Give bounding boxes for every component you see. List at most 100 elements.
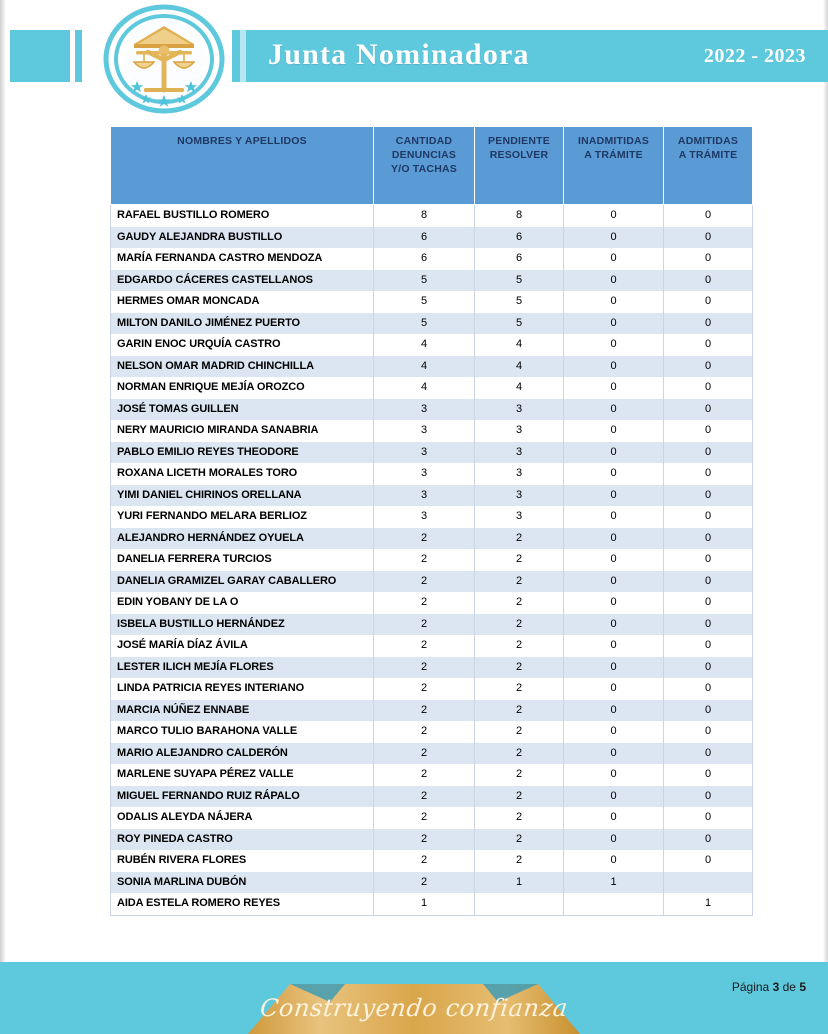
column-header-cantidad-denuncias[interactable]: CANTIDAD DENUNCIAS Y/O TACHAS xyxy=(373,126,475,205)
cell-nombre: MILTON DANILO JIMÉNEZ PUERTO xyxy=(110,312,374,334)
table-row[interactable]: DANELIA FERRERA TURCIOS 2 2 0 0 xyxy=(110,549,753,571)
cell-inadmitidas-tramite: 0 xyxy=(563,678,664,700)
table-row[interactable]: MARIO ALEJANDRO CALDERÓN 2 2 0 0 xyxy=(110,742,753,764)
table-row[interactable]: AIDA ESTELA ROMERO REYES 1 1 xyxy=(110,893,753,916)
table-row[interactable]: MILTON DANILO JIMÉNEZ PUERTO 5 5 0 0 xyxy=(110,312,753,334)
table-row[interactable]: MARÍA FERNANDA CASTRO MENDOZA 6 6 0 0 xyxy=(110,248,753,270)
cell-nombre: ROXANA LICETH MORALES TORO xyxy=(110,463,374,485)
column-header-nombres[interactable]: NOMBRES Y APELLIDOS xyxy=(110,126,374,205)
column-header-admitidas-line2: A TRÁMITE xyxy=(678,149,738,162)
table-row[interactable]: YIMI DANIEL CHIRINOS ORELLANA 3 3 0 0 xyxy=(110,484,753,506)
cell-pendiente-resolver: 2 xyxy=(474,785,564,807)
cell-nombre: NELSON OMAR MADRID CHINCHILLA xyxy=(110,355,374,377)
cell-nombre: LESTER ILICH MEJÍA FLORES xyxy=(110,656,374,678)
table-row[interactable]: HERMES OMAR MONCADA 5 5 0 0 xyxy=(110,291,753,313)
cell-admitidas-tramite: 0 xyxy=(663,441,753,463)
column-header-admitidas[interactable]: ADMITIDAS A TRÁMITE xyxy=(663,126,753,205)
cell-inadmitidas-tramite: 0 xyxy=(563,721,664,743)
column-header-admitidas-line1: ADMITIDAS xyxy=(677,135,739,147)
page-prefix-label: Página xyxy=(731,980,770,994)
table-row[interactable]: NERY MAURICIO MIRANDA SANABRIA 3 3 0 0 xyxy=(110,420,753,442)
cell-nombre: MARÍA FERNANDA CASTRO MENDOZA xyxy=(110,248,374,270)
cell-cantidad-denuncias: 2 xyxy=(373,527,475,549)
cell-nombre: JOSÉ TOMAS GUILLEN xyxy=(110,398,374,420)
table-row[interactable]: ROY PINEDA CASTRO 2 2 0 0 xyxy=(110,828,753,850)
cell-cantidad-denuncias: 1 xyxy=(373,893,475,916)
cell-cantidad-denuncias: 4 xyxy=(373,355,475,377)
table-row[interactable]: RUBÉN RIVERA FLORES 2 2 0 0 xyxy=(110,850,753,872)
column-header-inadmitidas[interactable]: INADMITIDAS A TRÁMITE xyxy=(563,126,664,205)
cell-nombre: YIMI DANIEL CHIRINOS ORELLANA xyxy=(110,484,374,506)
table-row[interactable]: PABLO EMILIO REYES THEODORE 3 3 0 0 xyxy=(110,441,753,463)
table-row[interactable]: MARCIA NÚÑEZ ENNABE 2 2 0 0 xyxy=(110,699,753,721)
cell-admitidas-tramite: 0 xyxy=(663,785,753,807)
table-row[interactable]: NELSON OMAR MADRID CHINCHILLA 4 4 0 0 xyxy=(110,355,753,377)
cell-cantidad-denuncias: 8 xyxy=(373,204,475,227)
cell-cantidad-denuncias: 6 xyxy=(373,248,475,270)
table-row[interactable]: JOSÉ TOMAS GUILLEN 3 3 0 0 xyxy=(110,398,753,420)
cell-cantidad-denuncias: 2 xyxy=(373,742,475,764)
cell-nombre: RUBÉN RIVERA FLORES xyxy=(110,850,374,872)
table-row[interactable]: ALEJANDRO HERNÁNDEZ OYUELA 2 2 0 0 xyxy=(110,527,753,549)
cell-admitidas-tramite: 0 xyxy=(663,850,753,872)
table-row[interactable]: ROXANA LICETH MORALES TORO 3 3 0 0 xyxy=(110,463,753,485)
column-header-pendiente-line1: PENDIENTE xyxy=(488,135,550,147)
cell-inadmitidas-tramite: 0 xyxy=(563,785,664,807)
cell-nombre: AIDA ESTELA ROMERO REYES xyxy=(110,893,374,916)
cell-nombre: MARIO ALEJANDRO CALDERÓN xyxy=(110,742,374,764)
page-footer: Construyendo confianza Página 3 de 5 xyxy=(0,962,828,1034)
table-row[interactable]: NORMAN ENRIQUE MEJÍA OROZCO 4 4 0 0 xyxy=(110,377,753,399)
table-row[interactable]: MARLENE SUYAPA PÉREZ VALLE 2 2 0 0 xyxy=(110,764,753,786)
cell-inadmitidas-tramite: 0 xyxy=(563,656,664,678)
table-row[interactable]: GAUDY ALEJANDRA BUSTILLO 6 6 0 0 xyxy=(110,226,753,248)
cell-pendiente-resolver: 2 xyxy=(474,656,564,678)
cell-cantidad-denuncias: 2 xyxy=(373,828,475,850)
cell-nombre: ALEJANDRO HERNÁNDEZ OYUELA xyxy=(110,527,374,549)
cell-nombre: NORMAN ENRIQUE MEJÍA OROZCO xyxy=(110,377,374,399)
cell-admitidas-tramite: 0 xyxy=(663,226,753,248)
cell-admitidas-tramite: 0 xyxy=(663,269,753,291)
cell-pendiente-resolver: 2 xyxy=(474,699,564,721)
table-row[interactable]: SONIA MARLINA DUBÓN 2 1 1 xyxy=(110,871,753,893)
column-header-cantidad-line3: Y/O TACHAS xyxy=(391,163,457,176)
cell-inadmitidas-tramite: 0 xyxy=(563,420,664,442)
table-row[interactable]: ISBELA BUSTILLO HERNÁNDEZ 2 2 0 0 xyxy=(110,613,753,635)
cell-inadmitidas-tramite: 0 xyxy=(563,592,664,614)
cell-cantidad-denuncias: 2 xyxy=(373,549,475,571)
column-header-nombres-line1: NOMBRES Y APELLIDOS xyxy=(177,135,307,147)
table-row[interactable]: MARCO TULIO BARAHONA VALLE 2 2 0 0 xyxy=(110,721,753,743)
cell-inadmitidas-tramite: 0 xyxy=(563,850,664,872)
cell-inadmitidas-tramite: 0 xyxy=(563,355,664,377)
table-row[interactable]: LESTER ILICH MEJÍA FLORES 2 2 0 0 xyxy=(110,656,753,678)
table-row[interactable]: ODALIS ALEYDA NÁJERA 2 2 0 0 xyxy=(110,807,753,829)
cell-inadmitidas-tramite: 0 xyxy=(563,807,664,829)
table-row[interactable]: LINDA PATRICIA REYES INTERIANO 2 2 0 0 xyxy=(110,678,753,700)
column-header-cantidad-line1: CANTIDAD xyxy=(395,135,453,147)
table-row[interactable]: YURI FERNANDO MELARA BERLIOZ 3 3 0 0 xyxy=(110,506,753,528)
cell-inadmitidas-tramite: 0 xyxy=(563,291,664,313)
cell-pendiente-resolver: 4 xyxy=(474,355,564,377)
cell-admitidas-tramite: 0 xyxy=(663,764,753,786)
table-row[interactable]: GARIN ENOC URQUÍA CASTRO 4 4 0 0 xyxy=(110,334,753,356)
cell-admitidas-tramite: 0 xyxy=(663,592,753,614)
cell-inadmitidas-tramite: 0 xyxy=(563,699,664,721)
cell-inadmitidas-tramite: 0 xyxy=(563,463,664,485)
header-left-accent-block xyxy=(10,30,70,82)
cell-admitidas-tramite: 0 xyxy=(663,248,753,270)
table-row[interactable]: DANELIA GRAMIZEL GARAY CABALLERO 2 2 0 0 xyxy=(110,570,753,592)
cell-inadmitidas-tramite: 0 xyxy=(563,484,664,506)
cell-cantidad-denuncias: 5 xyxy=(373,291,475,313)
cell-pendiente-resolver: 3 xyxy=(474,398,564,420)
cell-inadmitidas-tramite: 0 xyxy=(563,334,664,356)
column-header-pendiente-resolver[interactable]: PENDIENTE RESOLVER xyxy=(474,126,564,205)
table-row[interactable]: MIGUEL FERNANDO RUIZ RÁPALO 2 2 0 0 xyxy=(110,785,753,807)
cell-nombre: LINDA PATRICIA REYES INTERIANO xyxy=(110,678,374,700)
cell-cantidad-denuncias: 3 xyxy=(373,420,475,442)
cell-admitidas-tramite: 0 xyxy=(663,527,753,549)
table-row[interactable]: EDGARDO CÁCERES CASTELLANOS 5 5 0 0 xyxy=(110,269,753,291)
table-row[interactable]: RAFAEL BUSTILLO ROMERO 8 8 0 0 xyxy=(110,204,753,227)
cell-pendiente-resolver: 6 xyxy=(474,248,564,270)
cell-nombre: MARCIA NÚÑEZ ENNABE xyxy=(110,699,374,721)
table-row[interactable]: JOSÉ MARÍA DÍAZ ÁVILA 2 2 0 0 xyxy=(110,635,753,657)
